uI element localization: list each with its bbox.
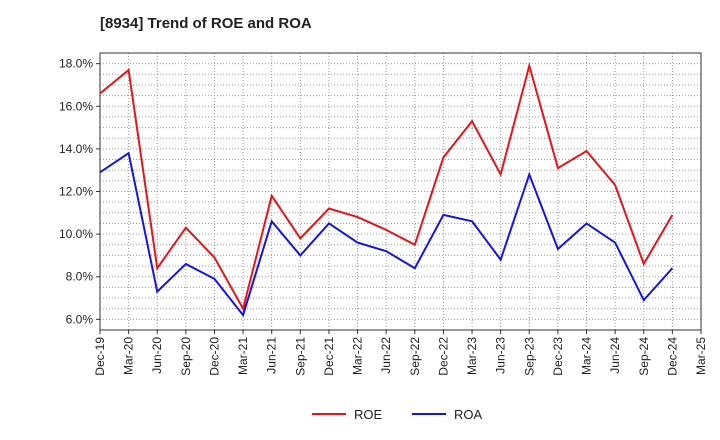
series-line-roe xyxy=(99,61,674,312)
y-tick-label: 18.0% xyxy=(59,57,93,71)
series-lines xyxy=(99,61,674,318)
x-tick-label: Jun-21 xyxy=(265,337,279,374)
x-tick-label: Jun-23 xyxy=(494,337,508,374)
x-tick-label: Mar-23 xyxy=(465,337,479,375)
x-tick-label: Dec-19 xyxy=(93,337,107,376)
y-tick-label: 10.0% xyxy=(59,227,93,241)
x-tick-label: Mar-25 xyxy=(694,337,708,375)
x-tick-label: Mar-20 xyxy=(122,337,136,375)
x-tick-label: Mar-24 xyxy=(580,337,594,375)
x-tick-label: Jun-20 xyxy=(150,337,164,374)
y-tick-label: 12.0% xyxy=(59,185,93,199)
x-tick-label: Dec-22 xyxy=(436,337,450,376)
x-tick-label: Dec-20 xyxy=(207,337,221,376)
grid-lines xyxy=(99,53,702,330)
x-tick-label: Jun-24 xyxy=(608,337,622,374)
x-tick-label: Sep-21 xyxy=(293,337,307,376)
x-tick-label: Jun-22 xyxy=(379,337,393,374)
legend: ROE ROA xyxy=(312,407,483,422)
x-tick-label: Dec-23 xyxy=(551,337,565,376)
chart-title: [8934] Trend of ROE and ROA xyxy=(100,15,312,32)
y-tick-label: 14.0% xyxy=(59,142,93,156)
x-axis: Dec-19 Mar-20 Jun-20 Sep-20 Dec-20 Mar-21 Jun-… xyxy=(93,330,708,376)
y-tick-label: 6.0% xyxy=(66,312,94,326)
x-tick-label: Mar-21 xyxy=(236,337,250,375)
x-tick-label: Sep-23 xyxy=(522,337,536,376)
x-tick-label: Dec-21 xyxy=(322,337,336,376)
y-axis: 6.0% 8.0% 10.0% 12.0% 14.0% 16.0% 18.0% xyxy=(59,57,100,326)
legend-label-roa: ROA xyxy=(454,407,483,422)
x-tick-label: Sep-22 xyxy=(408,337,422,376)
x-tick-label: Sep-24 xyxy=(637,337,651,376)
y-tick-label: 16.0% xyxy=(59,99,93,113)
series-line-roa xyxy=(99,151,674,318)
y-tick-label: 8.0% xyxy=(66,270,94,284)
legend-label-roe: ROE xyxy=(354,407,383,422)
x-tick-label: Mar-22 xyxy=(351,337,365,375)
x-tick-label: Dec-24 xyxy=(665,337,679,376)
x-tick-label: Sep-20 xyxy=(179,337,193,376)
